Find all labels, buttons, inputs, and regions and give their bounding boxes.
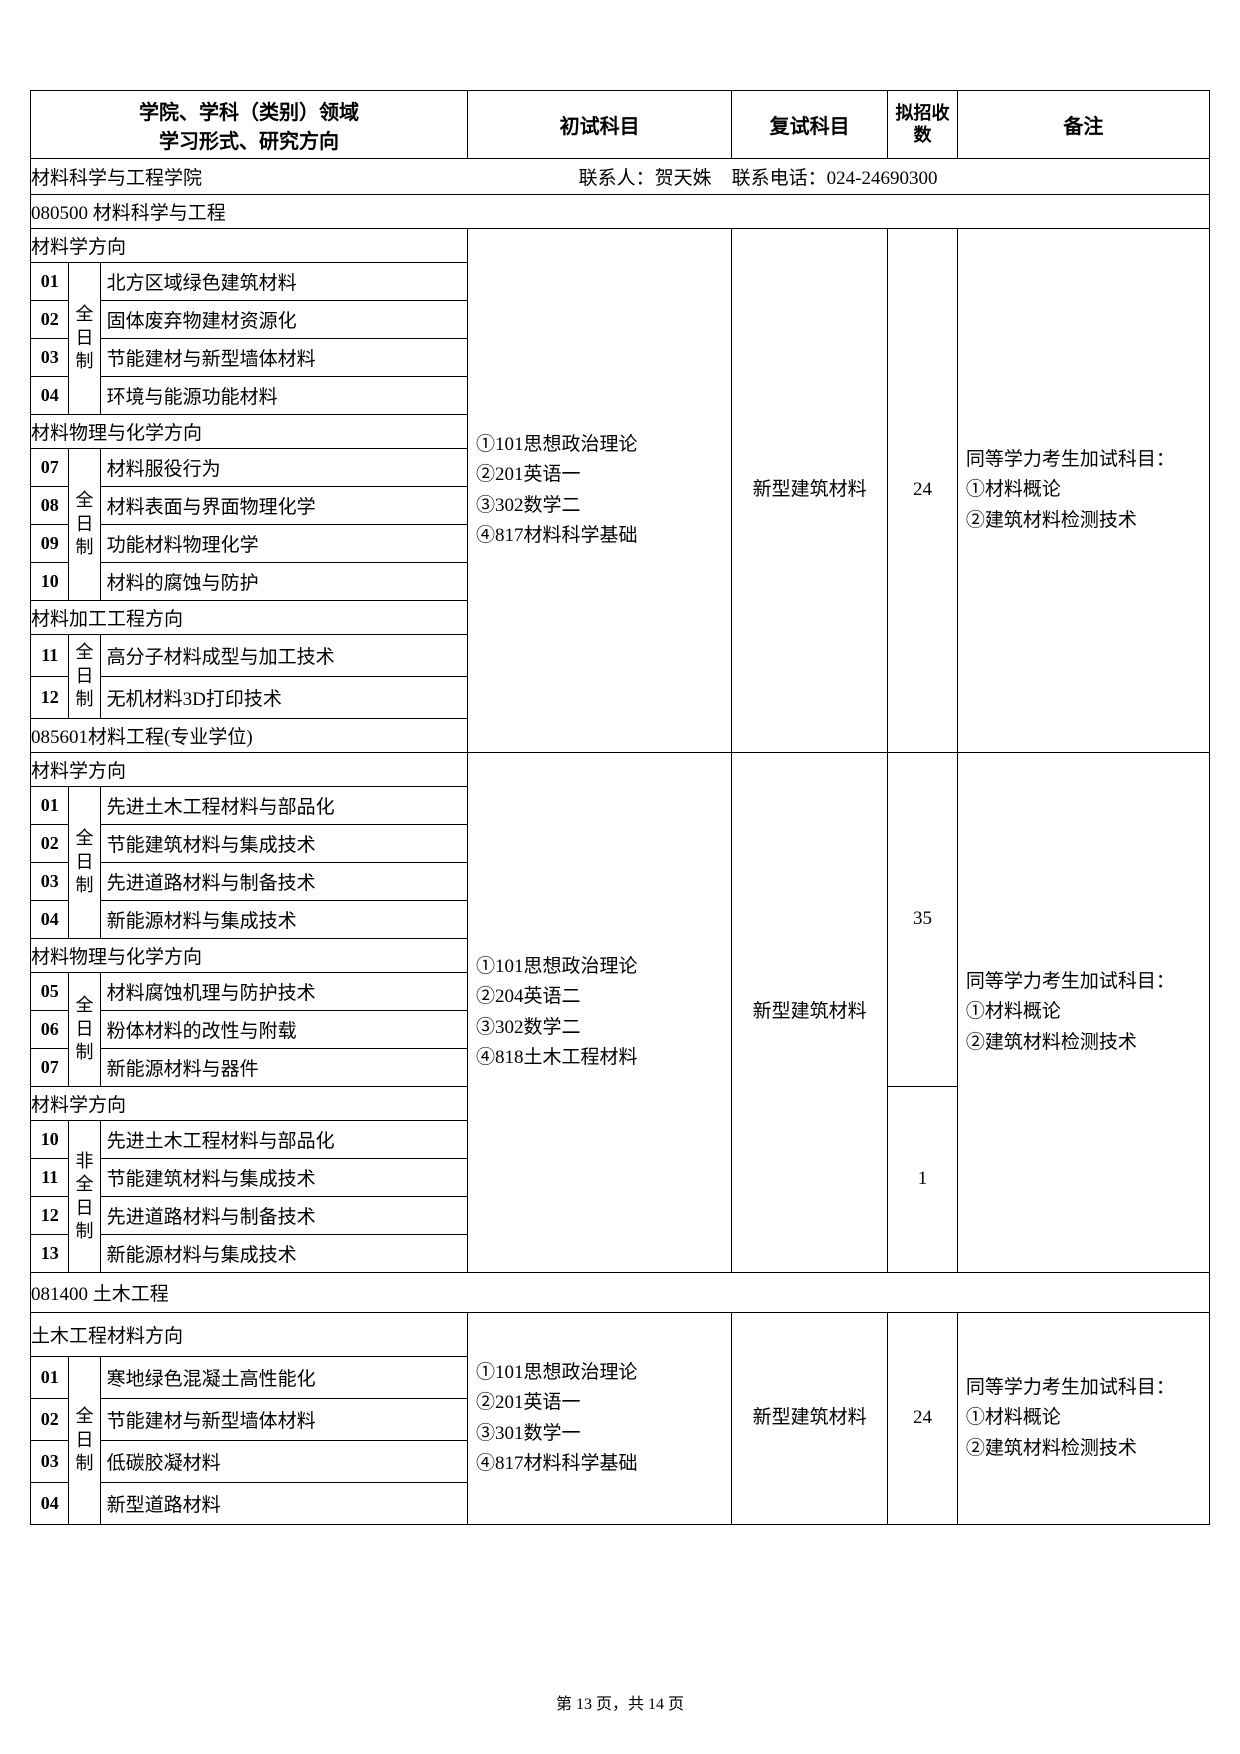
topic: 新能源材料与集成技术 — [100, 901, 467, 939]
row-num: 10 — [31, 563, 69, 601]
prog1-note: 同等学力考生加试科目： ①材料概论 ②建筑材料检测技术 — [957, 229, 1209, 753]
prog2-count2: 1 — [888, 1087, 958, 1273]
hdr-col4: 备注 — [957, 91, 1209, 159]
topic: 节能建筑材料与集成技术 — [100, 825, 467, 863]
prog1-dir2: 材料物理与化学方向 — [31, 415, 468, 449]
mode-cell: 全日制 — [69, 449, 100, 601]
row-num: 06 — [31, 1011, 69, 1049]
topic: 低碳胶凝材料 — [100, 1441, 467, 1483]
mode-cell: 全日制 — [69, 787, 100, 939]
topic: 先进土木工程材料与部品化 — [100, 787, 467, 825]
prog2-note: 同等学力考生加试科目： ①材料概论 ②建筑材料检测技术 — [957, 753, 1209, 1273]
mode-cell: 全日制 — [69, 973, 100, 1087]
row-num: 12 — [31, 677, 69, 719]
topic: 粉体材料的改性与附载 — [100, 1011, 467, 1049]
topic: 北方区域绿色建筑材料 — [100, 263, 467, 301]
topic: 先进道路材料与制备技术 — [100, 1197, 467, 1235]
topic: 先进土木工程材料与部品化 — [100, 1121, 467, 1159]
prog2-dir3: 材料学方向 — [31, 1087, 468, 1121]
row-num: 02 — [31, 1399, 69, 1441]
row-num: 01 — [31, 1357, 69, 1399]
row-num: 04 — [31, 901, 69, 939]
prog1-retest: 新型建筑材料 — [732, 229, 888, 753]
row-num: 12 — [31, 1197, 69, 1235]
prog2-code-row: 085601材料工程(专业学位) — [31, 719, 1210, 753]
prog3-code-row: 081400 土木工程 — [31, 1273, 1210, 1313]
topic: 高分子材料成型与加工技术 — [100, 635, 467, 677]
topic: 节能建材与新型墙体材料 — [100, 339, 467, 377]
topic: 节能建筑材料与集成技术 — [100, 1159, 467, 1197]
topic: 无机材料3D打印技术 — [100, 677, 467, 719]
topic: 材料表面与界面物理化学 — [100, 487, 467, 525]
row-num: 11 — [31, 635, 69, 677]
topic: 新能源材料与器件 — [100, 1049, 467, 1087]
contact-label: 联系人：贺天姝 — [579, 168, 712, 189]
hdr-col2: 复试科目 — [732, 91, 888, 159]
topic: 功能材料物理化学 — [100, 525, 467, 563]
row-num: 13 — [31, 1235, 69, 1273]
prog2-dir1: 材料学方向 — [31, 753, 468, 787]
phone: 024-24690300 — [827, 168, 938, 189]
page-footer: 第 13 页，共 14 页 — [0, 1690, 1240, 1714]
topic: 新型道路材料 — [100, 1483, 467, 1525]
row-num: 10 — [31, 1121, 69, 1159]
row-num: 05 — [31, 973, 69, 1011]
row-num: 01 — [31, 263, 69, 301]
row-num: 02 — [31, 825, 69, 863]
topic: 环境与能源功能材料 — [100, 377, 467, 415]
row-num: 04 — [31, 377, 69, 415]
prog1-dir1: 材料学方向 — [31, 229, 468, 263]
prog3-count: 24 — [888, 1313, 958, 1525]
row-num: 03 — [31, 863, 69, 901]
topic: 先进道路材料与制备技术 — [100, 863, 467, 901]
prog2-count1: 35 — [888, 753, 958, 1087]
row-num: 11 — [31, 1159, 69, 1197]
row-num: 02 — [31, 301, 69, 339]
prog2-retest: 新型建筑材料 — [732, 753, 888, 1273]
row-num: 07 — [31, 449, 69, 487]
school-row: 材料科学与工程学院 联系人：贺天姝 联系电话：024-24690300 — [31, 159, 1210, 195]
topic: 材料服役行为 — [100, 449, 467, 487]
prog3-dir1: 土木工程材料方向 — [31, 1313, 468, 1357]
prog3-exam: ①101思想政治理论 ②201英语一 ③301数学一 ④817材料科学基础 — [468, 1313, 732, 1525]
prog1-dir3: 材料加工工程方向 — [31, 601, 468, 635]
row-num: 04 — [31, 1483, 69, 1525]
hdr-col1: 初试科目 — [468, 91, 732, 159]
row-num: 09 — [31, 525, 69, 563]
topic: 新能源材料与集成技术 — [100, 1235, 467, 1273]
row-num: 08 — [31, 487, 69, 525]
phone-label: 联系电话： — [732, 168, 827, 189]
mode-cell: 非全日制 — [69, 1121, 100, 1273]
hdr-col3: 拟招收数 — [888, 91, 958, 159]
school-name: 材料科学与工程学院 — [31, 168, 202, 189]
prog1-code-row: 080500 材料科学与工程 — [31, 195, 1210, 229]
mode-cell: 全日制 — [69, 635, 100, 719]
mode-cell: 全日制 — [69, 1357, 100, 1525]
hdr-col0: 学院、学科（类别）领域 学习形式、研究方向 — [31, 91, 468, 159]
topic: 材料的腐蚀与防护 — [100, 563, 467, 601]
prog3-note: 同等学力考生加试科目： ①材料概论 ②建筑材料检测技术 — [957, 1313, 1209, 1525]
row-num: 03 — [31, 339, 69, 377]
prog2-code: 085601材料工程(专业学位) — [31, 719, 1210, 753]
prog3-code: 081400 土木工程 — [31, 1273, 1210, 1313]
main-table: 学院、学科（类别）领域 学习形式、研究方向 初试科目 复试科目 拟招收数 备注 … — [30, 90, 1210, 1525]
prog2-dir2: 材料物理与化学方向 — [31, 939, 468, 973]
topic: 节能建材与新型墙体材料 — [100, 1399, 467, 1441]
prog1-exam: ①101思想政治理论 ②201英语一 ③302数学二 ④817材料科学基础 — [468, 229, 732, 753]
topic: 固体废弃物建材资源化 — [100, 301, 467, 339]
prog1-count: 24 — [888, 229, 958, 753]
row-num: 07 — [31, 1049, 69, 1087]
prog1-code: 080500 材料科学与工程 — [31, 195, 1210, 229]
mode-cell: 全日制 — [69, 263, 100, 415]
topic: 材料腐蚀机理与防护技术 — [100, 973, 467, 1011]
prog2-exam: ①101思想政治理论 ②204英语二 ③302数学二 ④818土木工程材料 — [468, 753, 732, 1273]
header-row: 学院、学科（类别）领域 学习形式、研究方向 初试科目 复试科目 拟招收数 备注 — [31, 91, 1210, 159]
row-num: 01 — [31, 787, 69, 825]
topic: 寒地绿色混凝土高性能化 — [100, 1357, 467, 1399]
row-num: 03 — [31, 1441, 69, 1483]
prog3-retest: 新型建筑材料 — [732, 1313, 888, 1525]
